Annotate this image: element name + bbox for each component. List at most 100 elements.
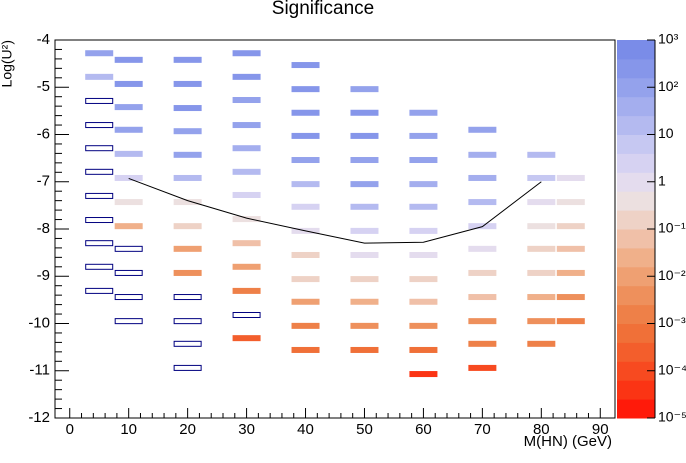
cell [291, 322, 320, 329]
cell [85, 192, 114, 199]
cell [468, 364, 497, 371]
cell [350, 346, 379, 353]
cell [291, 109, 320, 116]
colorbar-band [617, 96, 655, 117]
colorbar-band [617, 115, 655, 135]
cell [232, 311, 261, 318]
cell [527, 340, 556, 347]
x-tick-label: 20 [179, 421, 196, 438]
cell [350, 181, 379, 188]
cell [114, 199, 143, 206]
colorbar-band [617, 285, 655, 306]
cell [409, 276, 438, 283]
x-axis-label: M(HN) (GeV) [524, 433, 612, 450]
cell [409, 346, 438, 353]
cell [350, 276, 379, 283]
cell [527, 269, 556, 276]
cell [409, 298, 438, 305]
cell [232, 263, 261, 270]
cell [232, 335, 261, 342]
cell [468, 245, 497, 252]
colorbar-band [617, 266, 655, 287]
cell [468, 318, 497, 325]
x-tick-label: 60 [415, 421, 432, 438]
y-tick-label: -4 [37, 31, 50, 48]
cell [173, 151, 202, 158]
cell [232, 216, 261, 223]
cell [468, 199, 497, 206]
y-tick-label: -11 [29, 362, 50, 379]
cell [85, 168, 114, 175]
cell [173, 174, 202, 181]
cell [527, 294, 556, 301]
z-tick-label: 10⁻² [658, 267, 686, 283]
z-tick-label: 10² [658, 78, 679, 94]
cell [527, 318, 556, 325]
cell [114, 150, 143, 157]
cell [85, 287, 114, 294]
x-tick-label: 90 [592, 421, 609, 438]
cell [232, 168, 261, 175]
x-tick-label: 80 [533, 421, 550, 438]
cell [173, 223, 202, 230]
cell [85, 145, 114, 152]
cell [85, 122, 114, 129]
cell [350, 227, 379, 234]
colorbar-band [617, 40, 655, 60]
y-axis-label: Log(U²) [0, 40, 15, 87]
cell [556, 269, 585, 276]
cell [409, 203, 438, 210]
contour-line [128, 177, 542, 244]
cell [232, 145, 261, 152]
cell [173, 80, 202, 87]
cell [468, 174, 497, 181]
cell [85, 97, 114, 104]
cell [527, 199, 556, 206]
cell [232, 73, 261, 80]
cell [556, 199, 585, 206]
cell [232, 97, 261, 104]
cell [556, 174, 585, 181]
cell [409, 322, 438, 329]
z-tick-label: 10⁻¹ [658, 220, 686, 236]
cell [527, 245, 556, 252]
cell [173, 318, 202, 325]
cell [350, 251, 379, 258]
cell [527, 151, 556, 158]
cell [350, 132, 379, 139]
cell [232, 122, 261, 129]
cell [173, 128, 202, 135]
cell [85, 240, 114, 247]
cell [114, 104, 143, 111]
z-tick-label: 10³ [658, 31, 679, 47]
cell [468, 151, 497, 158]
cell [291, 62, 320, 69]
cell [114, 174, 143, 181]
colorbar-band [617, 58, 655, 79]
cell [85, 50, 114, 57]
cell [173, 105, 202, 112]
cell [173, 294, 202, 301]
cell [114, 223, 143, 230]
colorbar-band [617, 191, 655, 211]
z-tick-label: 10⁻³ [658, 314, 686, 330]
cell [114, 294, 143, 301]
cell [350, 322, 379, 329]
y-tick-label: -9 [37, 267, 50, 284]
cell [350, 298, 379, 305]
cell [468, 269, 497, 276]
colorbar-band [617, 380, 655, 400]
colorbar-band [617, 342, 655, 362]
cell [527, 223, 556, 230]
cell [556, 223, 585, 230]
x-tick-label: 30 [238, 421, 255, 438]
cell [114, 245, 143, 252]
cell [409, 371, 438, 378]
cell [291, 157, 320, 164]
x-tick-label: 0 [66, 421, 74, 438]
cell [556, 245, 585, 252]
cell [291, 276, 320, 283]
cell [556, 294, 585, 301]
cell [468, 340, 497, 347]
